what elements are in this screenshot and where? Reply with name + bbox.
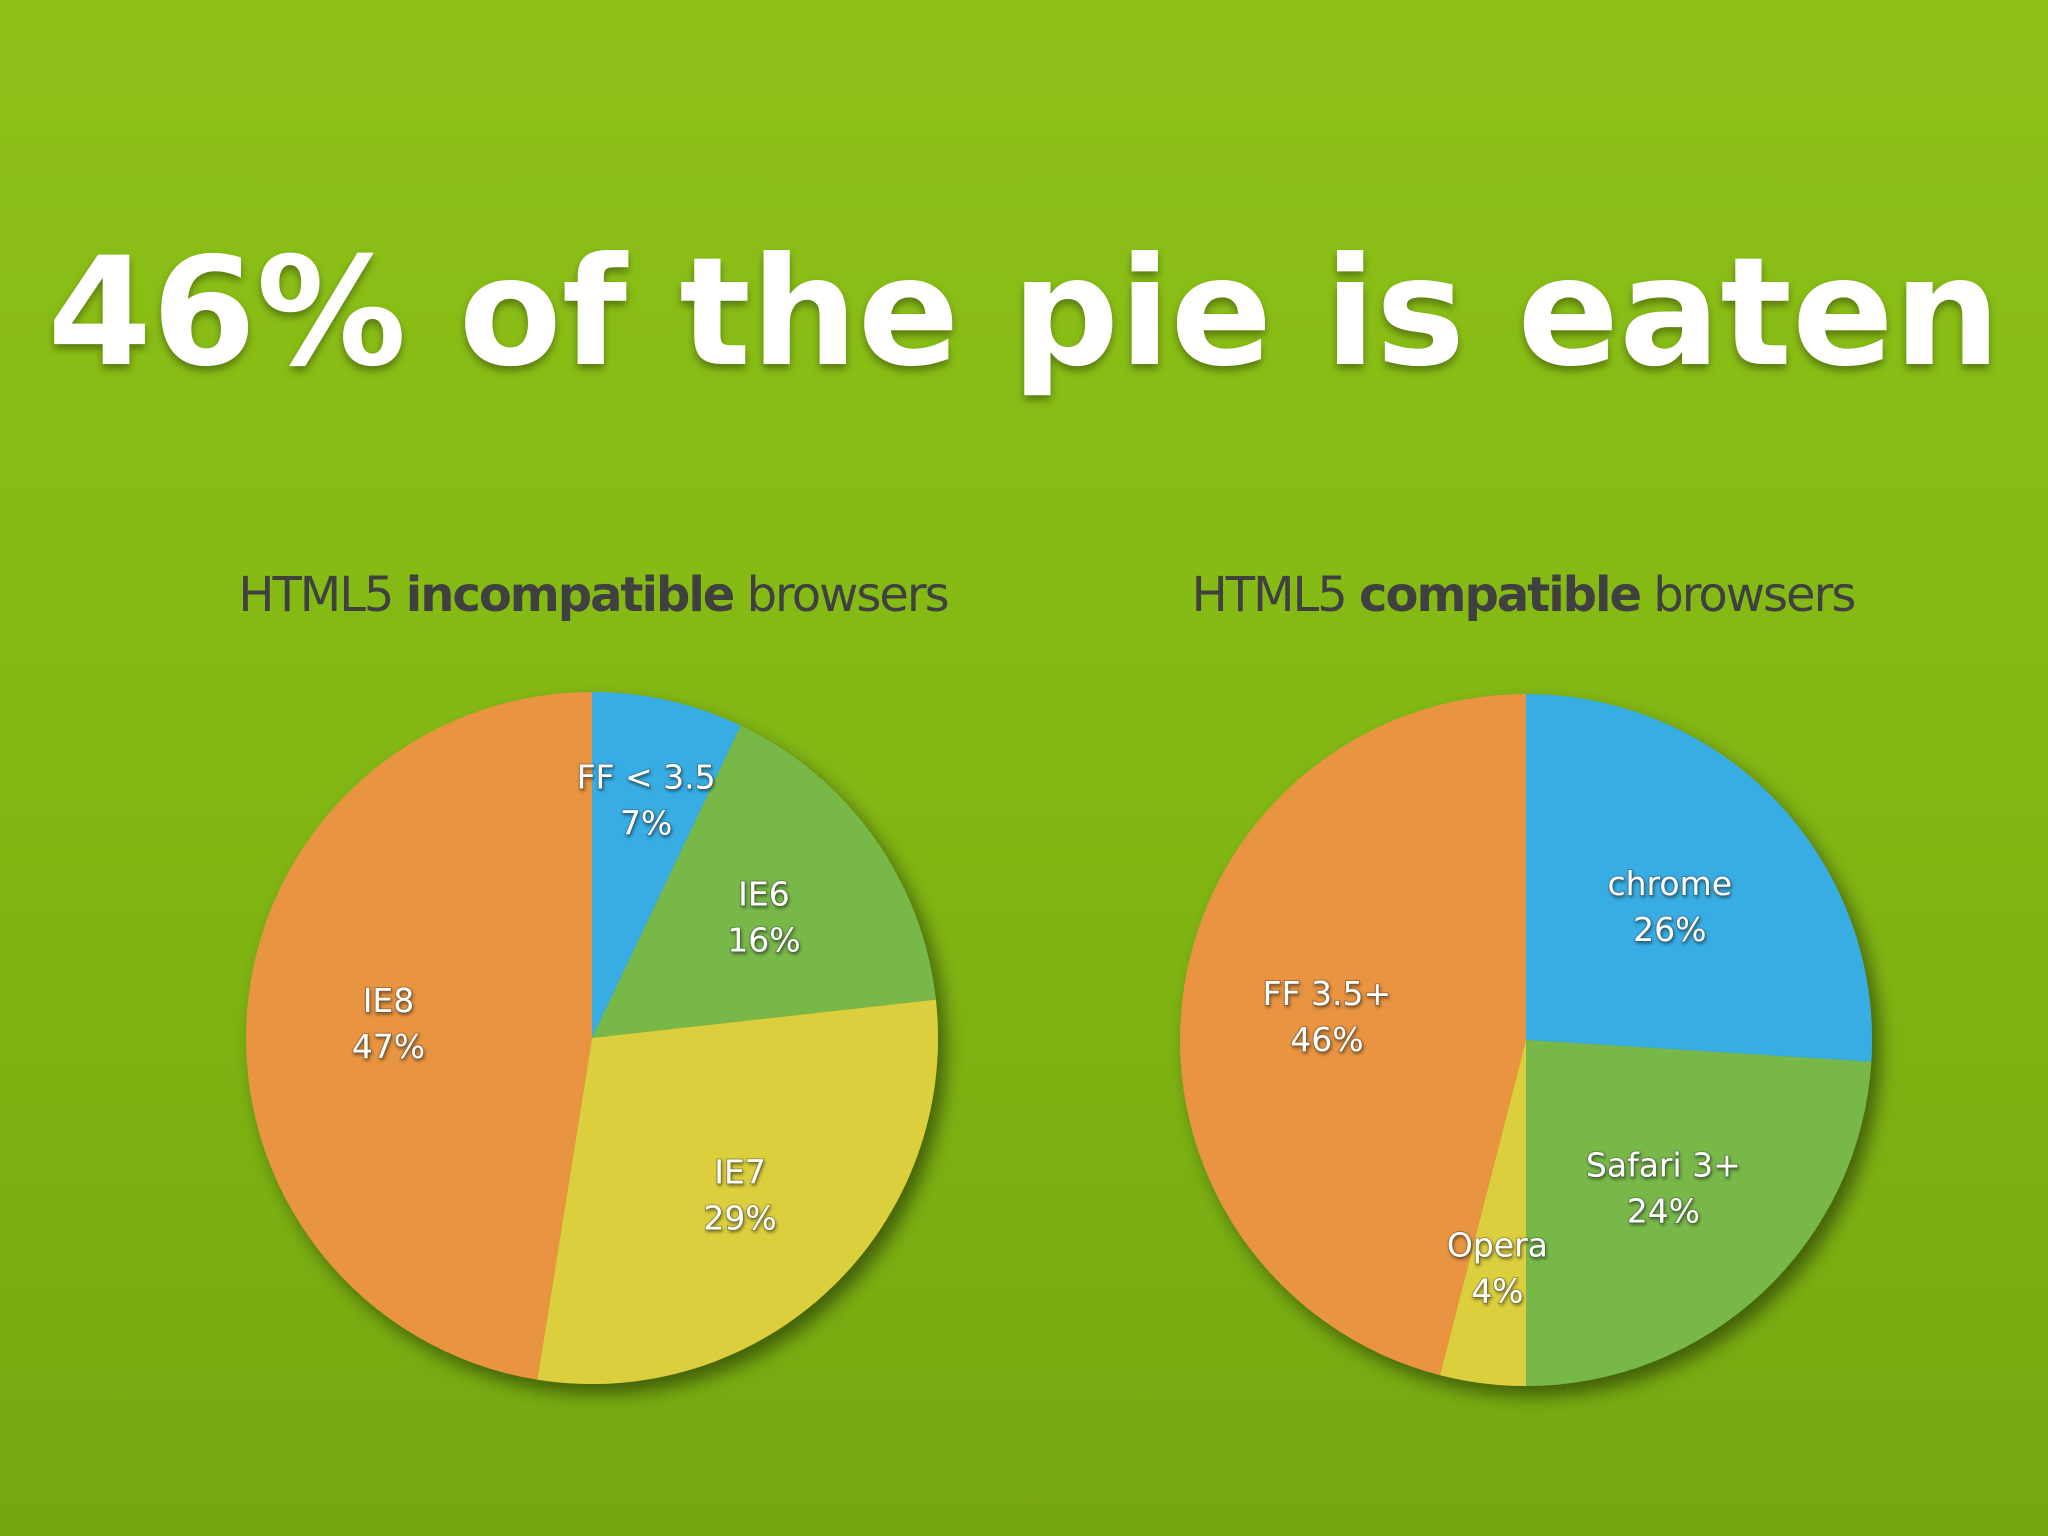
chart-title-compatible: HTML5 compatible browsers [1073, 560, 1973, 630]
pie-slice-ie6 [592, 725, 936, 1038]
chart-title-incompatible: HTML5 incompatible browsers [143, 560, 1043, 630]
pie-label-safari-3: Safari 3+ [1586, 1145, 1741, 1184]
pie-label-opera: Opera [1447, 1226, 1548, 1265]
page-number: 29 [1008, 1488, 1040, 1516]
pie-label-ie6: IE6 [738, 875, 790, 914]
pie-chart-incompatible [246, 692, 938, 1385]
pie-slice-ff-3-5 [1180, 694, 1526, 1376]
chart-title-emphasis: incompatible [405, 567, 736, 623]
pie-value-chrome: 26% [1633, 910, 1706, 949]
pie-labels-incompatible: FF < 3.5 7% IE6 16% IE7 29% IE8 47% [351, 756, 802, 1238]
pie-value-safari-3: 24% [1627, 1191, 1700, 1230]
pie-label-ie8: IE8 [363, 981, 415, 1020]
chart-title-prefix: HTML5 [238, 567, 406, 623]
pie-value-ie6: 16% [727, 921, 800, 960]
pie-value-ie8: 47% [352, 1027, 425, 1066]
pie-chart-compatible [1180, 694, 1873, 1386]
pie-value-ff-3-5: 7% [620, 803, 672, 842]
pie-slice-ie8 [246, 692, 592, 1380]
pie-labels-compatible: chrome 26% Safari 3+ 24% Opera 4% FF 3.5+ 46% [1262, 863, 1742, 1312]
pie-slice-ff-3-5 [592, 692, 741, 1038]
pie-slice-opera [1439, 1040, 1526, 1386]
pie-slice-ie7 [537, 999, 938, 1385]
pie-value-opera: 4% [1471, 1272, 1523, 1311]
slide-title: 46% of the pie is eaten [47, 226, 2001, 400]
pie-slice-safari-3 [1526, 1040, 1872, 1386]
pie-label-chrome: chrome [1607, 864, 1732, 903]
pie-label-ie7: IE7 [714, 1152, 766, 1191]
chart-title-suffix: browsers [1640, 567, 1856, 623]
pie-label-ff-3-5: FF < 3.5 [577, 757, 716, 796]
chart-title-prefix: HTML5 [1191, 567, 1360, 623]
pie-value-ie7: 29% [703, 1198, 776, 1237]
chart-title-suffix: browsers [733, 567, 950, 623]
pie-slice-chrome [1526, 694, 1873, 1062]
chart-title-emphasis: compatible [1359, 567, 1642, 623]
pie-label-ff-3-5: FF 3.5+ [1263, 974, 1392, 1013]
pie-value-ff-3-5: 46% [1290, 1020, 1363, 1059]
